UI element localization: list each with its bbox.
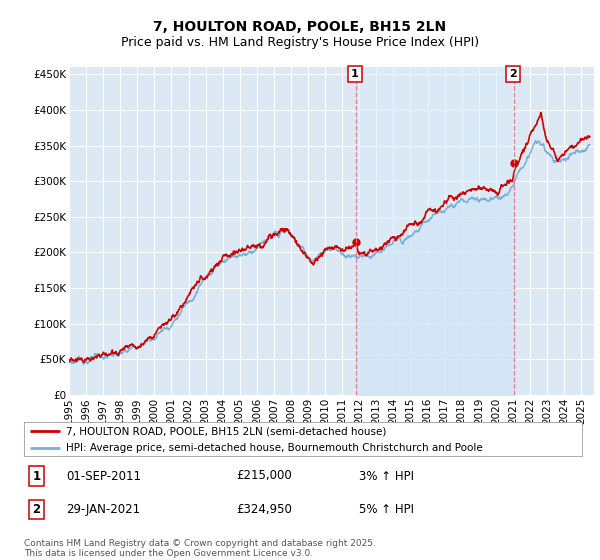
Text: 2: 2 — [509, 69, 517, 80]
Text: £215,000: £215,000 — [236, 469, 292, 483]
Text: 5% ↑ HPI: 5% ↑ HPI — [359, 503, 414, 516]
Bar — [356, 67, 514, 395]
Text: Contains HM Land Registry data © Crown copyright and database right 2025.
This d: Contains HM Land Registry data © Crown c… — [24, 539, 376, 558]
Text: 7, HOULTON ROAD, POOLE, BH15 2LN (semi-detached house): 7, HOULTON ROAD, POOLE, BH15 2LN (semi-d… — [66, 426, 386, 436]
Text: £324,950: £324,950 — [236, 503, 292, 516]
Text: 1: 1 — [351, 69, 359, 80]
Text: HPI: Average price, semi-detached house, Bournemouth Christchurch and Poole: HPI: Average price, semi-detached house,… — [66, 443, 482, 453]
Text: 2: 2 — [32, 503, 40, 516]
Text: 3% ↑ HPI: 3% ↑ HPI — [359, 469, 414, 483]
Text: 01-SEP-2011: 01-SEP-2011 — [66, 469, 141, 483]
Text: 29-JAN-2021: 29-JAN-2021 — [66, 503, 140, 516]
Text: 1: 1 — [32, 469, 40, 483]
Text: 7, HOULTON ROAD, POOLE, BH15 2LN: 7, HOULTON ROAD, POOLE, BH15 2LN — [154, 20, 446, 34]
Text: Price paid vs. HM Land Registry's House Price Index (HPI): Price paid vs. HM Land Registry's House … — [121, 36, 479, 49]
